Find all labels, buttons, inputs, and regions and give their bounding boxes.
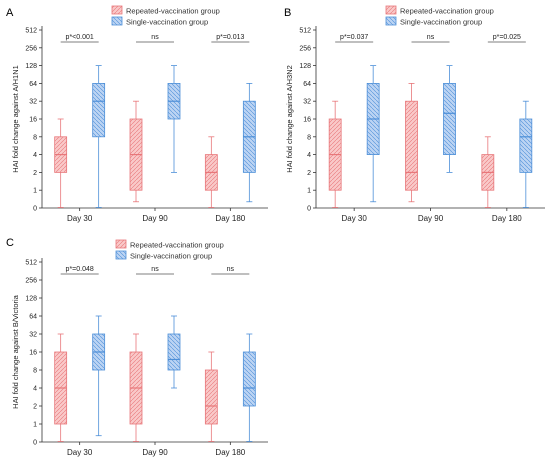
panel-c: C Repeated-vaccination group Single-vaccin… <box>6 237 268 457</box>
y-tick-label: 64 <box>303 81 311 88</box>
significance-label: p*=0.037 <box>340 34 368 41</box>
y-tick-label: 64 <box>29 314 37 321</box>
panel-letter: B <box>284 7 291 19</box>
legend-swatch-repeated <box>115 239 127 249</box>
y-tick-label: 4 <box>33 152 37 159</box>
significance-label: p*=0.013 <box>216 34 244 41</box>
x-tick-label: Day 30 <box>67 448 93 457</box>
y-tick-label: 4 <box>307 152 311 159</box>
significance-label: ns <box>151 266 159 273</box>
legend: Repeated-vaccination group Single-vaccina… <box>115 239 224 261</box>
legend: Repeated-vaccination group Single-vaccina… <box>111 5 220 27</box>
box-repeated <box>405 100 418 191</box>
significance-label: ns <box>427 34 435 41</box>
panel-b: B Repeated-vaccination group Single-vaccin… <box>284 5 545 223</box>
legend-label-single: Single-vaccination group <box>130 252 212 261</box>
legend-label-single: Single-vaccination group <box>126 18 208 27</box>
y-tick-label: 0 <box>33 440 37 447</box>
x-tick-label: Day 90 <box>418 214 444 223</box>
y-tick-label: 512 <box>299 28 311 35</box>
x-tick-label: Day 180 <box>492 214 522 223</box>
x-tick-label: Day 30 <box>341 214 367 223</box>
y-tick-label: 2 <box>33 170 37 177</box>
box-single <box>92 83 106 138</box>
box-single <box>443 83 456 155</box>
legend-label-repeated: Repeated-vaccination group <box>130 241 224 250</box>
y-tick-label: 1 <box>33 422 37 429</box>
y-tick-label: 2 <box>33 404 37 411</box>
legend-label-repeated: Repeated-vaccination group <box>126 7 220 16</box>
panel-letter: C <box>6 237 14 249</box>
y-tick-label: 128 <box>25 63 37 70</box>
panel-letter: A <box>6 7 14 19</box>
legend-label-repeated: Repeated-vaccination group <box>400 7 494 16</box>
y-tick-label: 512 <box>25 260 37 267</box>
x-tick-label: Day 90 <box>142 448 168 457</box>
significance-label: p*=0.025 <box>493 34 521 41</box>
legend-swatch-single <box>115 250 127 260</box>
y-tick-label: 128 <box>299 63 311 70</box>
y-axis-label: HAI fold change against A/H3N2 <box>285 65 294 173</box>
legend-label-single: Single-vaccination group <box>400 18 482 27</box>
box-single <box>519 118 533 173</box>
box-single <box>167 333 181 371</box>
legend: Repeated-vaccination group Single-vaccina… <box>385 5 494 27</box>
y-tick-label: 8 <box>307 134 311 141</box>
y-tick-label: 2 <box>307 170 311 177</box>
box-repeated <box>204 369 218 425</box>
significance-label: ns <box>227 266 235 273</box>
y-axis-label: HAI fold change against B/Victoria <box>11 294 20 409</box>
panel-a: A Repeated-vaccination group Single-vaccin… <box>6 5 268 223</box>
y-tick-label: 32 <box>29 332 37 339</box>
significance-label: ns <box>151 34 159 41</box>
box-single <box>242 351 256 407</box>
y-tick-label: 1 <box>33 188 37 195</box>
y-axis-label: HAI fold change against A/H1N1 <box>11 65 20 173</box>
legend-swatch-single <box>111 16 123 26</box>
y-tick-label: 128 <box>25 296 37 303</box>
y-tick-label: 8 <box>33 368 37 375</box>
x-tick-label: Day 30 <box>67 214 93 223</box>
x-tick-label: Day 90 <box>142 214 168 223</box>
legend-swatch-single <box>385 16 397 26</box>
y-tick-label: 32 <box>29 99 37 106</box>
y-tick-label: 256 <box>25 45 37 52</box>
x-tick-label: Day 180 <box>215 214 245 223</box>
y-tick-label: 1 <box>307 188 311 195</box>
legend-swatch-repeated <box>385 5 397 15</box>
y-tick-label: 0 <box>33 206 37 213</box>
y-tick-label: 16 <box>303 117 311 124</box>
y-tick-label: 64 <box>29 81 37 88</box>
y-tick-label: 16 <box>29 117 37 124</box>
y-tick-label: 8 <box>33 134 37 141</box>
y-tick-label: 32 <box>303 99 311 106</box>
y-tick-label: 256 <box>25 278 37 285</box>
y-tick-label: 4 <box>33 386 37 393</box>
significance-label: p*=0.048 <box>66 266 94 273</box>
significance-label: p*<0.001 <box>66 34 94 41</box>
y-tick-label: 512 <box>25 28 37 35</box>
legend-swatch-repeated <box>111 5 123 15</box>
y-tick-label: 256 <box>299 45 311 52</box>
y-tick-label: 0 <box>307 206 311 213</box>
x-tick-label: Day 180 <box>215 448 245 457</box>
y-tick-label: 16 <box>29 350 37 357</box>
